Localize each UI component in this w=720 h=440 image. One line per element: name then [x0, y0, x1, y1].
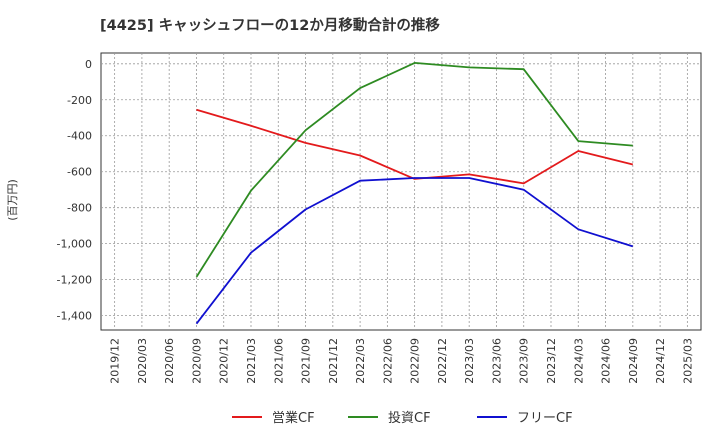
- x-tick-label: 2022/06: [381, 338, 394, 384]
- x-tick-label: 2022/09: [409, 338, 422, 384]
- x-tick-label: 2020/03: [136, 338, 149, 384]
- legend-label-営業CF: 営業CF: [272, 410, 315, 426]
- legend: 営業CF 投資CF フリーCF: [232, 410, 573, 426]
- legend-label-投資CF: 投資CF: [388, 410, 431, 426]
- series-line-投資CF: [195, 62, 633, 278]
- plot-area: [100, 52, 702, 331]
- chart-title: [4425] キャッシュフローの12か月移動合計の推移: [100, 18, 440, 34]
- x-tick-label: 2024/06: [600, 338, 613, 384]
- x-tick-label: 2023/12: [545, 338, 558, 384]
- x-tick-label: 2025/03: [681, 338, 694, 384]
- y-tick-label: -200: [67, 94, 92, 107]
- x-tick-label: 2023/09: [518, 338, 531, 384]
- grid-lines: [101, 53, 701, 330]
- x-tick-label: 2021/09: [300, 338, 313, 384]
- y-axis-ticks: 0 -200 -400 -600 -800 -1,000 -1,200 -1,400: [57, 58, 92, 323]
- x-tick-label: 2021/06: [272, 338, 285, 384]
- y-tick-label: -600: [67, 166, 92, 179]
- y-tick-label: -1,000: [57, 238, 92, 251]
- x-tick-label: 2021/03: [245, 338, 258, 384]
- y-tick-label: -800: [67, 202, 92, 215]
- x-tick-label: 2020/12: [218, 338, 231, 384]
- x-tick-label: 2022/03: [354, 338, 367, 384]
- y-tick-label: -1,400: [57, 310, 92, 323]
- series-lines: [195, 62, 634, 325]
- series-line-フリーCF: [195, 177, 634, 325]
- x-tick-label: 2020/09: [190, 338, 203, 384]
- x-tick-label: 2024/09: [627, 338, 640, 384]
- x-tick-label: 2022/12: [436, 338, 449, 384]
- y-axis-label: (百万円): [6, 179, 19, 221]
- x-tick-label: 2024/03: [572, 338, 585, 384]
- x-tick-label: 2024/12: [654, 338, 667, 384]
- y-tick-label: 0: [85, 58, 92, 71]
- x-tick-label: 2023/06: [490, 338, 503, 384]
- legend-label-フリーCF: フリーCF: [517, 411, 573, 426]
- x-axis-ticks: 2019/12 2020/03 2020/06 2020/09 2020/12 2021/…: [109, 338, 695, 384]
- y-tick-label: -400: [67, 130, 92, 143]
- x-tick-label: 2019/12: [109, 338, 122, 384]
- x-tick-label: 2023/03: [463, 338, 476, 384]
- y-tick-label: -1,200: [57, 274, 92, 287]
- x-tick-label: 2020/06: [163, 338, 176, 384]
- x-tick-label: 2021/12: [327, 338, 340, 384]
